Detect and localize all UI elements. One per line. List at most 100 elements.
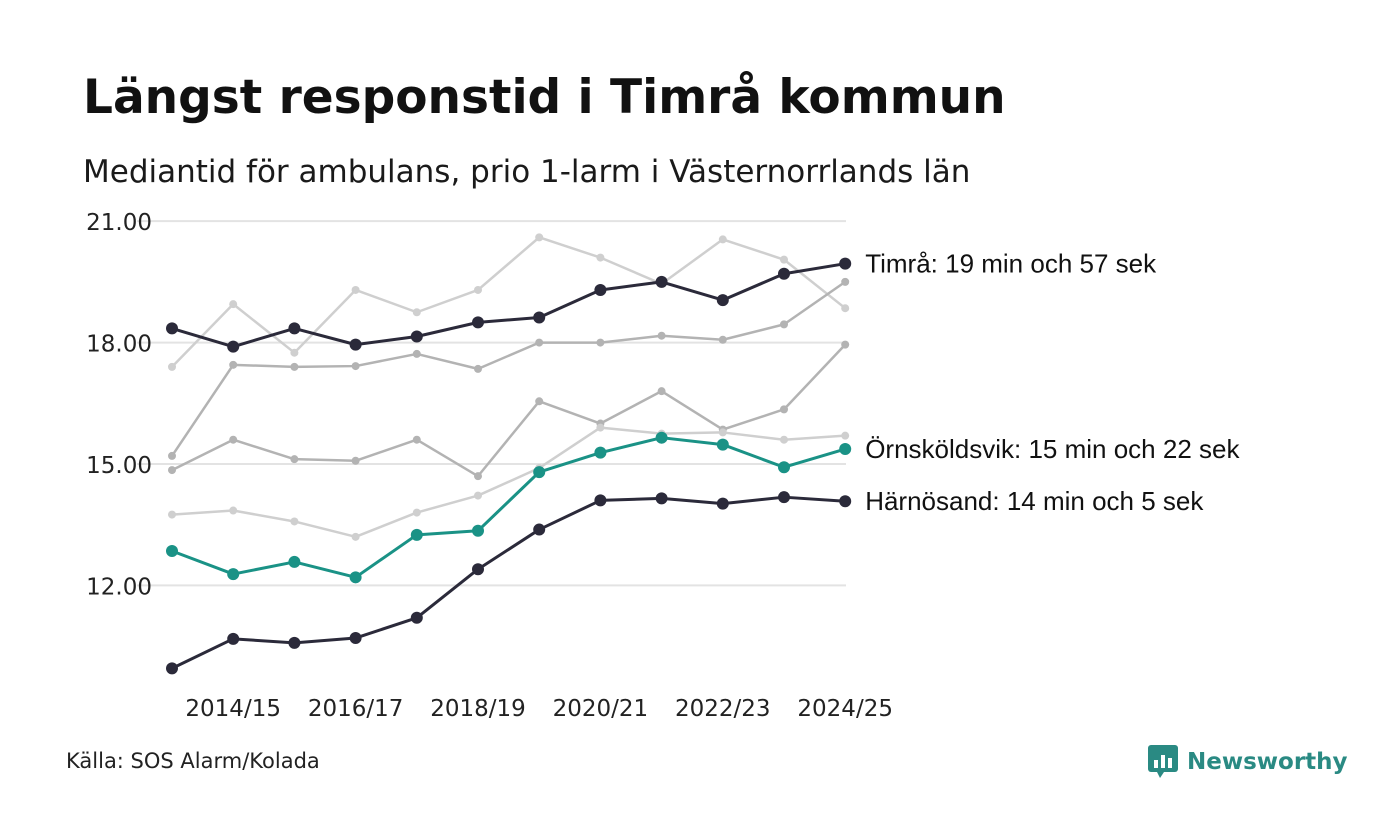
data-point: [841, 431, 850, 440]
series-vrig-kommun-a: [168, 233, 850, 371]
data-point: [841, 340, 850, 349]
data-point: [229, 435, 238, 444]
data-point: [472, 563, 484, 576]
y-tick-label: 15.00: [86, 453, 152, 479]
data-point: [351, 456, 360, 465]
data-point: [474, 364, 482, 373]
data-point: [166, 322, 178, 335]
data-point: [594, 494, 607, 507]
series-line: [171, 495, 846, 670]
data-point: [778, 267, 790, 280]
chart-subtitle: Mediantid för ambulans, prio 1-larm i Vä…: [83, 154, 971, 190]
y-tick-label: 12.00: [86, 574, 152, 600]
data-point: [718, 335, 727, 344]
data-point: [596, 253, 605, 262]
data-point: [474, 491, 482, 500]
data-point: [594, 446, 607, 459]
data-point: [290, 517, 299, 526]
data-point: [290, 362, 299, 371]
series-end-labels: Timrå: 19 min och 57 sek Örnsköldsvik: 15…: [865, 249, 1240, 517]
highlighted-series: [166, 257, 852, 675]
data-point: [351, 532, 360, 541]
series-line: [171, 436, 846, 579]
data-point: [410, 528, 423, 541]
source-note: Källa: SOS Alarm/Kolada: [66, 749, 320, 773]
x-tick-label: 2014/15: [185, 696, 281, 722]
data-point: [168, 510, 176, 519]
data-point: [412, 435, 421, 444]
data-point: [412, 308, 421, 317]
data-point: [229, 360, 238, 369]
background-series: [168, 233, 850, 541]
data-point: [227, 340, 240, 353]
x-tick-label: 2016/17: [308, 696, 404, 722]
y-tick-label: 18.00: [86, 332, 152, 358]
data-point: [351, 362, 360, 371]
data-point: [474, 285, 482, 294]
data-point: [166, 662, 178, 675]
data-point: [349, 571, 362, 584]
x-axis-tick-labels: 2014/15 2016/17 2018/19 2020/21 2022/23 2024/…: [185, 696, 893, 722]
series-vrig-kommun-c: [168, 340, 850, 481]
series-vrig-kommun-d: [168, 423, 850, 541]
data-point: [716, 497, 729, 510]
data-point: [351, 285, 360, 294]
x-tick-label: 2020/21: [553, 696, 649, 722]
brand-name: Newsworthy: [1187, 749, 1348, 775]
data-point: [288, 322, 301, 335]
data-point: [290, 455, 299, 464]
data-point: [718, 235, 727, 244]
data-point: [780, 320, 788, 329]
data-point: [657, 331, 666, 340]
series-line: [170, 280, 846, 457]
series-end-label: Härnösand: 14 min och 5 sek: [865, 486, 1204, 516]
chart-title: Längst responstid i Timrå kommun: [83, 70, 1006, 125]
series-rnsk-ldsvik: [166, 431, 852, 584]
data-point: [349, 338, 362, 351]
y-tick-label: 21.00: [86, 210, 152, 236]
data-point: [472, 524, 484, 537]
data-point: [655, 431, 668, 444]
series-end-label: Timrå: 19 min och 57 sek: [865, 249, 1157, 279]
data-point: [778, 491, 790, 504]
series-timr: [166, 257, 852, 353]
x-tick-label: 2024/25: [797, 696, 893, 722]
data-point: [594, 283, 607, 296]
series-h-rn-sand: [166, 491, 852, 675]
data-point: [655, 492, 668, 505]
data-point: [533, 466, 546, 479]
data-point: [290, 348, 299, 357]
y-axis-tick-labels: 12.00 15.00 18.00 21.00: [86, 210, 152, 600]
brand-logo: Newsworthy: [1148, 743, 1348, 781]
data-point: [410, 611, 423, 624]
data-point: [778, 461, 790, 474]
series-line: [171, 343, 847, 478]
data-point: [839, 443, 852, 456]
data-point: [168, 362, 176, 371]
data-point: [229, 506, 238, 515]
data-point: [716, 294, 729, 307]
gridlines: [137, 220, 846, 587]
data-point: [780, 435, 788, 444]
data-point: [166, 545, 178, 558]
data-point: [288, 636, 301, 649]
data-point: [229, 300, 238, 309]
data-point: [841, 277, 850, 286]
data-point: [412, 349, 421, 358]
data-point: [410, 330, 423, 343]
data-point: [596, 338, 605, 347]
data-point: [780, 405, 788, 414]
x-tick-label: 2018/19: [430, 696, 526, 722]
data-point: [655, 275, 668, 288]
data-point: [596, 423, 605, 432]
data-point: [535, 233, 544, 242]
series-end-label: Örnsköldsvik: 15 min och 22 sek: [865, 434, 1240, 464]
data-point: [227, 568, 240, 581]
data-point: [227, 632, 240, 645]
data-point: [839, 495, 852, 508]
data-point: [535, 397, 544, 406]
data-point: [349, 632, 362, 645]
data-point: [288, 555, 301, 568]
series-line: [171, 262, 846, 349]
